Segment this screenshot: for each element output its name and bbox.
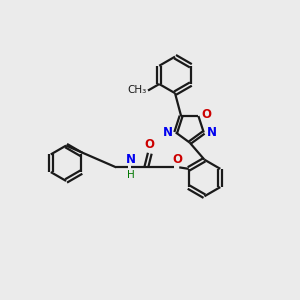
Text: O: O: [145, 138, 154, 151]
Text: H: H: [128, 170, 135, 180]
Text: N: N: [207, 126, 217, 139]
Text: O: O: [201, 108, 211, 121]
Text: N: N: [163, 126, 173, 139]
Text: CH₃: CH₃: [127, 85, 147, 95]
Text: N: N: [126, 153, 136, 166]
Text: O: O: [172, 154, 182, 166]
